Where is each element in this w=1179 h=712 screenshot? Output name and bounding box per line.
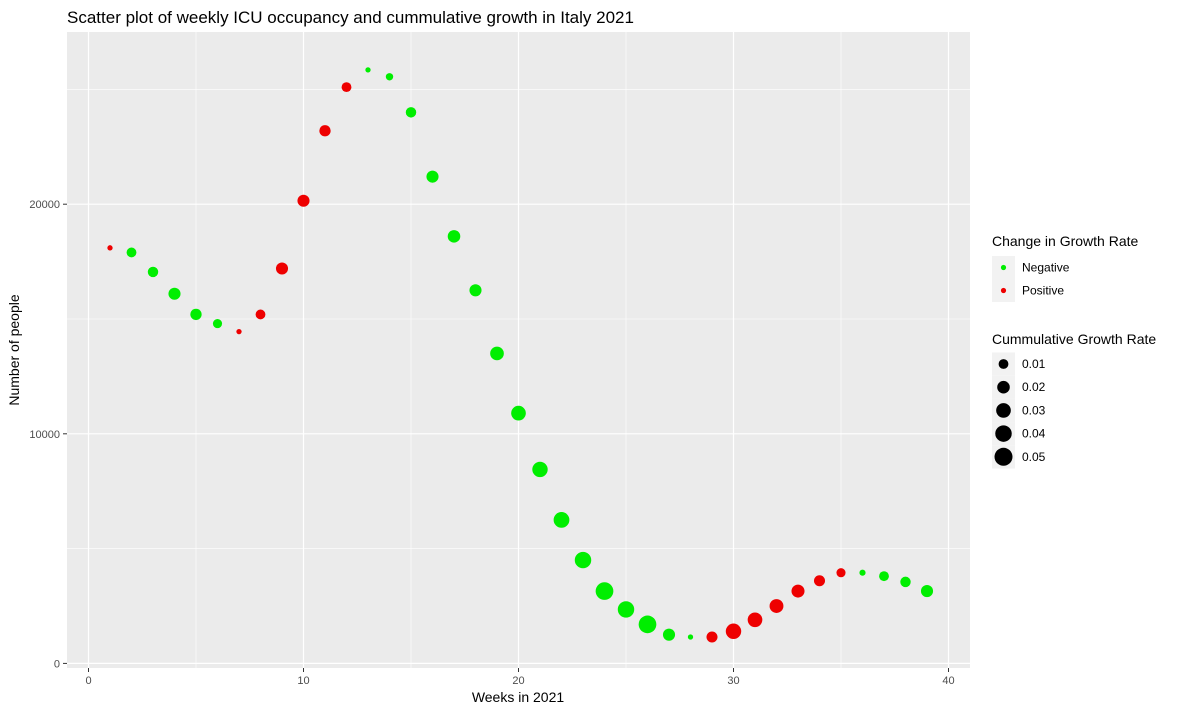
major-grid [67, 32, 970, 668]
scatter-point [275, 262, 289, 275]
legend-label: 0.05 [1022, 450, 1046, 464]
scatter-point [725, 623, 742, 639]
legend-key-dot [994, 447, 1013, 466]
scatter-point [859, 569, 866, 576]
scatter-point [791, 584, 805, 598]
scatter-point [190, 308, 202, 321]
scatter-point [426, 170, 439, 183]
scatter-point [236, 328, 242, 335]
legend-label: Negative [1022, 261, 1070, 275]
y-tick-label: 20000 [29, 199, 60, 211]
scatter-point [879, 571, 889, 582]
data-points [107, 67, 934, 643]
scatter-point [212, 319, 223, 329]
scatter-point [319, 125, 331, 137]
scatter-point [147, 266, 159, 278]
scatter-point [532, 461, 548, 478]
legend-label: 0.02 [1022, 380, 1046, 394]
legend-label: 0.04 [1022, 427, 1046, 441]
scatter-point [447, 230, 461, 243]
scatter-point [469, 284, 482, 297]
legend-key-dot [998, 359, 1009, 369]
scatter-point [769, 599, 784, 613]
scatter-point [687, 634, 694, 640]
scatter-point [836, 568, 846, 578]
scatter-point [900, 576, 911, 588]
x-tick-label: 10 [297, 675, 309, 687]
y-tick-label: 0 [54, 658, 60, 670]
scatter-point [168, 287, 181, 300]
scatter-point [126, 247, 137, 258]
scatter-point [255, 309, 266, 320]
scatter-point [638, 615, 657, 634]
scatter-point [490, 346, 504, 361]
scatter-point [511, 405, 526, 421]
scatter-point [107, 245, 113, 251]
y-tick-label: 10000 [29, 429, 60, 441]
x-tick-label: 0 [85, 675, 91, 687]
scatter-point [617, 601, 635, 618]
scatter-point [706, 631, 718, 643]
legend-label: 0.01 [1022, 357, 1046, 371]
scatter-point [405, 107, 417, 118]
scatter-point [920, 585, 934, 598]
scatter-point [662, 628, 676, 641]
legend-change: Change in Growth Rate Negative Positive [992, 233, 1139, 302]
legend-key-dot [1000, 264, 1007, 271]
x-tick-label: 20 [512, 675, 524, 687]
axis-ticks: 0 10 20 30 40 0 10000 20000 [29, 199, 954, 687]
chart-title: Scatter plot of weekly ICU occupancy and… [67, 8, 634, 27]
scatter-point [341, 82, 352, 93]
scatter-point [365, 67, 371, 73]
scatter-point [813, 575, 826, 587]
scatter-point [747, 612, 763, 628]
scatter-point [553, 512, 570, 528]
scatter-point [595, 582, 614, 600]
legend-size-title: Cummulative Growth Rate [992, 331, 1156, 347]
x-tick-label: 30 [727, 675, 739, 687]
x-axis-title: Weeks in 2021 [472, 689, 565, 705]
legend-change-title: Change in Growth Rate [992, 233, 1139, 249]
scatter-point [297, 194, 310, 207]
legend-label: 0.03 [1022, 403, 1046, 417]
scatter-point [385, 73, 394, 81]
x-tick-label: 40 [942, 675, 954, 687]
y-axis-title: Number of people [6, 294, 22, 406]
legend-key-dot [997, 380, 1010, 394]
legend-key-dot [1000, 287, 1007, 294]
legend-key-dot [996, 403, 1011, 418]
legend-label: Positive [1022, 284, 1064, 298]
legend-key-dot [995, 425, 1012, 442]
scatter-point [574, 551, 592, 569]
legend-size: Cummulative Growth Rate 0.01 0.02 0.03 0.04… [992, 331, 1156, 469]
